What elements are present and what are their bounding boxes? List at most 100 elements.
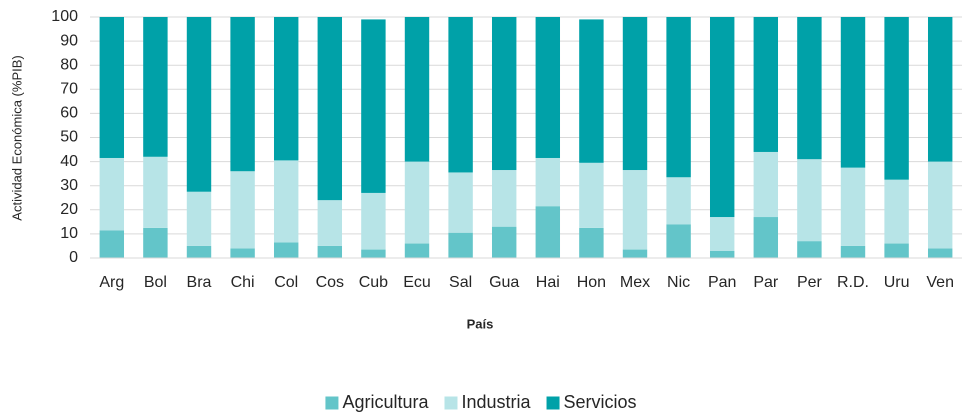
bar-segment [273,160,299,243]
bar-segment [709,17,735,218]
legend-label: Agricultura [342,392,429,412]
x-tick-label: Cub [359,274,388,291]
bar-segment [317,200,343,246]
bar-segment [579,227,604,258]
bar-segment [884,243,909,258]
bar-segment [622,17,648,171]
bar-segment [99,17,125,158]
bar-segment [230,248,255,258]
bar-segment [99,230,125,258]
x-axis-title: País [467,316,494,331]
legend-item: Servicios [546,392,637,412]
bar-segment [666,224,691,258]
bar-segment [448,17,473,173]
bar-segment [622,249,648,258]
bar-segment [491,226,517,258]
legend-swatch [546,396,560,410]
bar-segment [666,177,691,225]
bar-segment [884,17,909,180]
bar-segment [143,227,168,258]
legend-item: Agricultura [325,392,429,412]
bar-segment [579,162,604,228]
bar-segment [491,17,517,171]
bar-segment [535,17,561,158]
bar-segment [840,167,866,246]
y-axis-title: Actividad Económica (%PIB) [9,55,24,220]
y-tick-label: 100 [51,8,78,25]
x-tick-label: Bol [144,274,167,291]
bar-segment [797,241,822,258]
x-tick-label: Col [274,274,298,291]
x-tick-label: R.D. [837,274,869,291]
bar-segment [797,17,822,160]
bar-segment [230,17,255,172]
bar-segment [404,243,430,258]
x-tick-label: Sal [449,274,472,291]
y-tick-label: 40 [60,153,78,170]
x-tick-label: Hon [577,274,606,291]
bar-segment [361,19,386,193]
bar-segment [927,248,953,258]
x-tick-label: Nic [667,274,690,291]
bar-segment [535,206,561,258]
bar-segment [186,245,212,258]
legend-label: Servicios [564,392,637,412]
x-tick-label: Uru [884,274,910,291]
bar-segment [317,245,343,258]
y-tick-label: 50 [60,129,78,146]
bar-segment [361,192,386,250]
legend-swatch [444,396,458,410]
bar-segment [927,161,953,249]
legend-swatch [325,396,339,410]
bar-segment [753,151,779,218]
bar-segment [579,19,604,163]
x-tick-label: Arg [99,274,124,291]
x-tick-label: Gua [489,274,519,291]
bar-segment [273,242,299,258]
bar-segment [186,17,212,192]
legend-item: Industria [444,392,532,412]
x-tick-label: Cos [316,274,344,291]
y-tick-label: 30 [60,177,78,194]
bar-segment [709,217,735,251]
bar-segment [448,232,473,258]
bar-segment [535,157,561,207]
legend-label: Industria [461,392,531,412]
bar-segment [666,17,691,178]
bar-segment [622,170,648,250]
y-tick-label: 10 [60,225,78,242]
x-tick-label: Chi [231,274,255,291]
bar-segment [230,171,255,249]
y-tick-label: 60 [60,105,78,122]
bar-segment [448,172,473,233]
x-tick-label: Per [797,274,823,291]
bar-segment [361,249,386,258]
bar-segment [99,157,125,231]
bar-segment [797,159,822,242]
bar-segment [840,17,866,168]
bar-segment [143,156,168,228]
y-tick-label: 20 [60,201,78,218]
y-tick-label: 80 [60,56,78,73]
x-tick-label: Pan [708,274,736,291]
x-tick-label: Ecu [403,274,431,291]
bar-segment [143,17,168,157]
bar-segment [186,191,212,246]
bar-segment [273,17,299,161]
x-tick-label: Ven [926,274,954,291]
x-tick-label: Hai [536,274,560,291]
bar-segment [753,217,779,258]
bar-segment [753,17,779,152]
bar-segment [317,17,343,201]
bar-segment [927,17,953,162]
bar-segment [884,179,909,244]
y-tick-label: 70 [60,81,78,98]
bar-segment [404,161,430,244]
y-tick-label: 90 [60,32,78,49]
y-tick-label: 0 [69,249,78,266]
bar-segment [840,245,866,258]
x-tick-label: Bra [187,274,212,291]
x-tick-label: Mex [620,274,650,291]
bar-segment [709,250,735,258]
